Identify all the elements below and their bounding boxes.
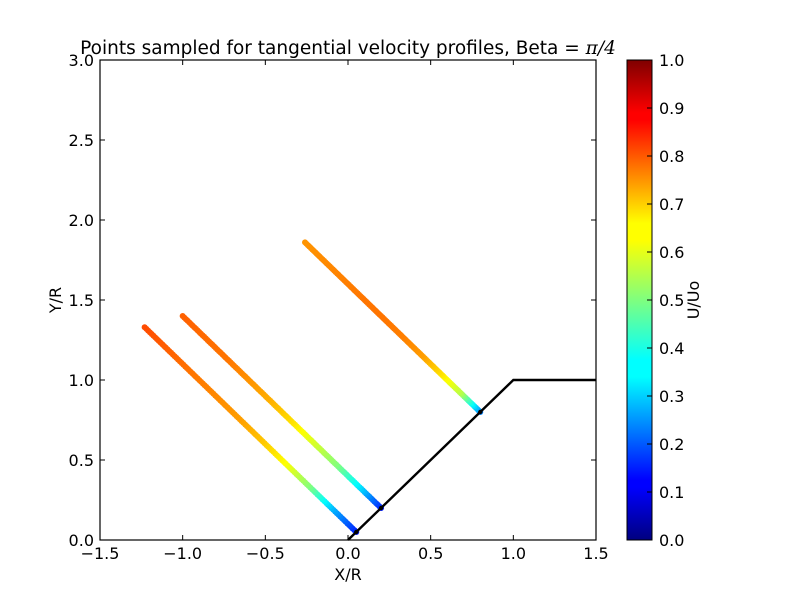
sample-line-3 [302, 239, 484, 415]
x-tick-label: −1.5 [81, 544, 120, 563]
colorbar-tick-label: 0.7 [659, 195, 684, 214]
y-tick-label: 0.5 [69, 451, 94, 470]
sample-line-2 [179, 313, 385, 511]
colorbar-tick-label: 0.4 [659, 339, 684, 358]
y-tick-label: 1.0 [69, 371, 94, 390]
y-tick-label: 1.5 [69, 291, 94, 310]
x-axis-ticks: −1.5 −1.0 −0.5 0.0 0.5 1.0 1.5 [81, 60, 609, 563]
x-tick-label: 1.5 [583, 544, 608, 563]
axes-frame [99, 59, 597, 541]
y-tick-label: 3.0 [69, 51, 94, 70]
y-tick-label: 2.0 [69, 211, 94, 230]
colorbar-tick-label: 0.1 [659, 483, 684, 502]
colorbar-tick-label: 0.2 [659, 435, 684, 454]
colorbar-tick-label: 0.5 [659, 291, 684, 310]
sample-point [141, 324, 148, 331]
x-tick-label: 1.0 [501, 544, 526, 563]
sample-point [179, 313, 186, 319]
line-start-marker [354, 529, 359, 535]
colorbar-tick-label: 0.9 [659, 99, 684, 118]
chart-title: Points sampled for tangential velocity p… [80, 38, 616, 59]
line-start-marker [478, 409, 483, 415]
wall-boundary-line [347, 378, 596, 541]
colorbar-tick-label: 0.8 [659, 147, 684, 166]
colorbar-tick-label: 1.0 [659, 51, 684, 70]
sample-point [302, 239, 309, 246]
colorbar-tick-label: 0.3 [659, 387, 684, 406]
x-tick-label: −0.5 [246, 544, 285, 563]
colorbar-tick-label: 0.0 [659, 531, 684, 550]
colorbar-tick-label: 0.6 [659, 243, 684, 262]
y-tick-label: 2.5 [69, 131, 94, 150]
y-axis-label: Y/R [46, 287, 65, 314]
y-axis-ticks: 0.0 0.5 1.0 1.5 2.0 2.5 3.0 [69, 51, 596, 550]
sample-line-1 [141, 324, 360, 535]
y-tick-label: 0.0 [69, 531, 94, 550]
plot-area [141, 239, 596, 541]
x-axis-label: X/R [334, 565, 361, 584]
colorbar-label: U/Uo [684, 281, 703, 320]
line-start-marker [378, 505, 384, 511]
x-tick-label: 0.0 [335, 544, 360, 563]
x-tick-label: 0.5 [418, 544, 443, 563]
colorbar-ticks: 0.0 0.1 0.2 0.3 0.4 0.5 0.6 0.7 0.8 0.9 1.0 [647, 51, 684, 550]
x-tick-label: −1.0 [163, 544, 202, 563]
